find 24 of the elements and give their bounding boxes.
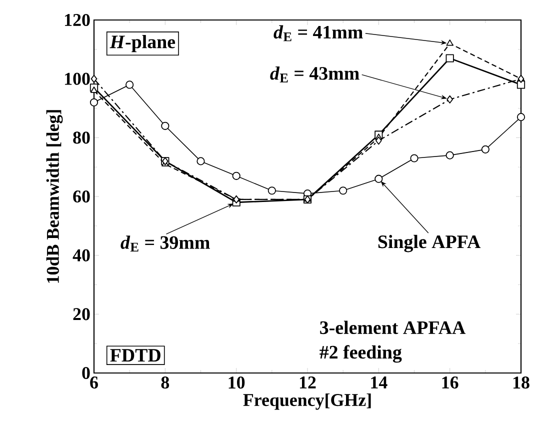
x-axis-title: Frequency[GHz] — [243, 393, 371, 410]
annotation: Single APFA — [378, 234, 481, 252]
x-tick-label: 18 — [513, 376, 530, 389]
annotation: 3-element APFAA — [320, 320, 466, 334]
x-tick-label: 10 — [228, 376, 245, 389]
annotation: d$_{E}$ = 39mm — [120, 236, 210, 252]
annotation: FDTD — [110, 349, 160, 362]
annotation: H-plane — [110, 34, 176, 52]
annotation: #2 feeding — [320, 345, 402, 363]
x-tick-label: 6 — [90, 376, 98, 389]
y-tick-label: 0 — [82, 366, 90, 380]
x-tick-label: 8 — [161, 376, 170, 389]
x-tick-label: 14 — [371, 376, 388, 388]
x-tick-label: 16 — [442, 376, 458, 389]
y-tick-label: 60 — [73, 190, 90, 203]
y-tick-label: 20 — [73, 308, 90, 320]
annotation: d$_{E}$ = 41mm — [274, 25, 363, 42]
y-tick-label: 120 — [65, 14, 90, 26]
x-tick-label: 12 — [300, 376, 316, 388]
y-tick-label: 100 — [65, 72, 90, 85]
y-tick-label: 80 — [73, 132, 90, 144]
annotation: d$_{E}$ = 43mm — [270, 66, 360, 82]
y-axis-title: 10dB Beamwidth [deg] — [46, 110, 63, 283]
y-tick-label: 40 — [72, 249, 90, 262]
